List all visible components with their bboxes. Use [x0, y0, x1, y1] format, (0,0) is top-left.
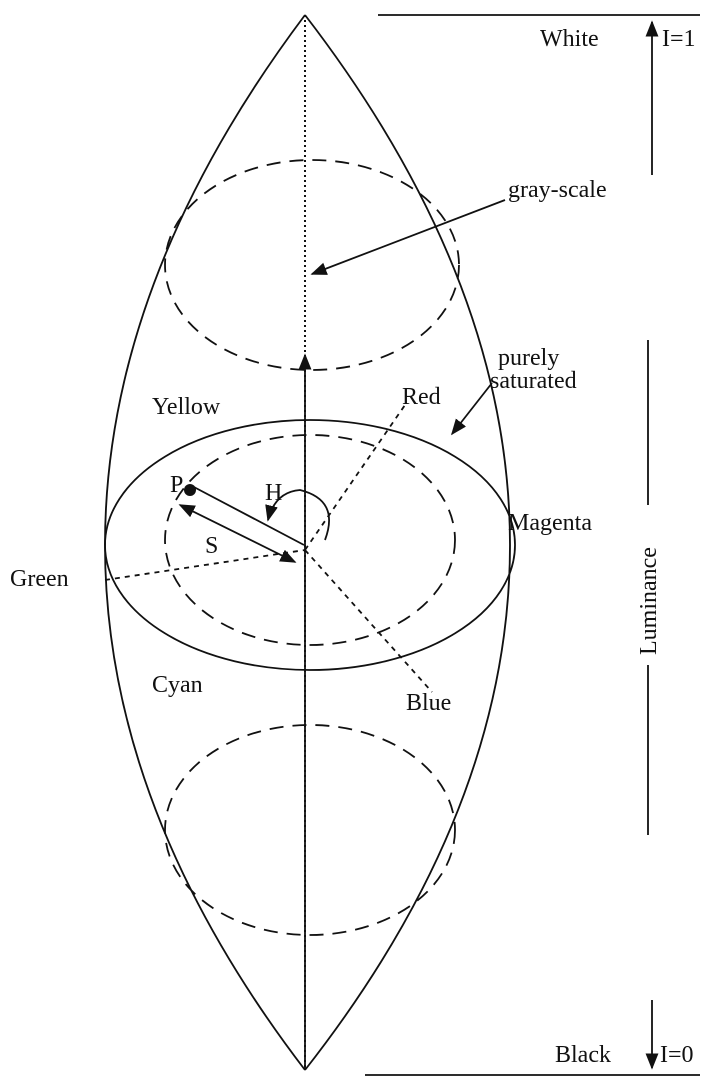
label: I=0 [660, 1042, 694, 1068]
inner-circle [164, 434, 456, 646]
label: Luminance [636, 547, 662, 655]
shapes [104, 14, 700, 1076]
point-p [184, 484, 196, 496]
label: Black [555, 1042, 611, 1068]
label: Yellow [152, 394, 221, 420]
h-arc [265, 489, 330, 541]
saturated-pointer [451, 382, 493, 436]
label: Green [10, 566, 69, 592]
upper-circle [164, 159, 460, 371]
label: Cyan [152, 672, 203, 698]
label: purely [498, 345, 559, 371]
label: Magenta [508, 510, 592, 536]
red-radius [304, 404, 406, 551]
label: H [265, 480, 282, 506]
label: P [170, 472, 183, 498]
outer-right [304, 14, 511, 1071]
label: gray-scale [508, 177, 607, 203]
label: saturated [490, 368, 577, 394]
blue-radius [304, 549, 433, 693]
label: Red [402, 384, 441, 410]
green-radius [104, 549, 306, 581]
lower-circle [164, 724, 456, 936]
label: White [540, 26, 599, 52]
label: Blue [406, 690, 451, 716]
s-arrow [178, 504, 297, 563]
label: S [205, 533, 218, 559]
grayscale-pointer [310, 199, 506, 275]
saturated-circle [104, 419, 516, 671]
label: I=1 [662, 26, 696, 52]
